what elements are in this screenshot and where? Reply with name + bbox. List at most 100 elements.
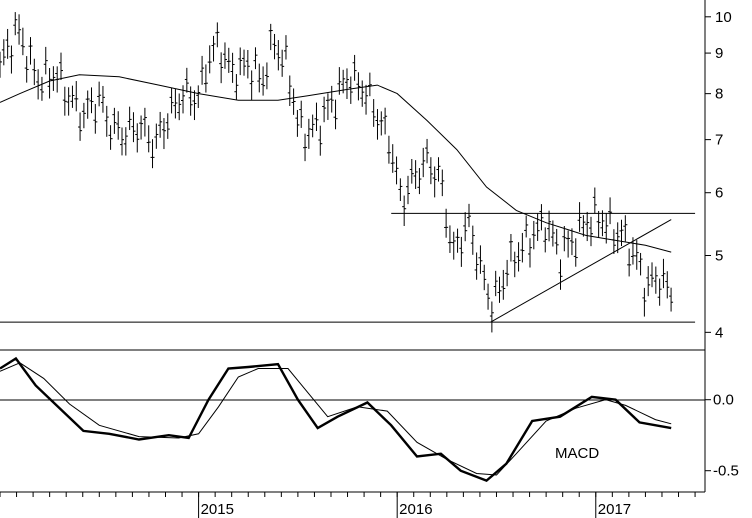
ohlc-bar bbox=[39, 76, 44, 101]
ohlc-bar bbox=[463, 212, 468, 242]
ohlc-bar bbox=[280, 49, 285, 77]
ohlc-bar bbox=[409, 158, 414, 184]
ohlc-bar bbox=[577, 202, 582, 232]
ohlc-bar bbox=[222, 42, 227, 69]
ohlc-bar bbox=[17, 14, 22, 45]
ohlc-bar bbox=[188, 86, 193, 116]
ohlc-bar bbox=[184, 67, 189, 93]
ohlc-bar bbox=[375, 109, 380, 140]
ohlc-bar bbox=[139, 115, 144, 140]
price-y-tick-label: 5 bbox=[715, 247, 723, 264]
ohlc-bar bbox=[192, 90, 197, 121]
ohlc-bar bbox=[615, 222, 620, 254]
ohlc-bar bbox=[371, 99, 376, 127]
ohlc-bar bbox=[5, 28, 10, 59]
ohlc-bar bbox=[257, 63, 262, 93]
ohlc-bar bbox=[81, 102, 86, 129]
rising-trendline bbox=[490, 219, 672, 323]
ohlc-bar bbox=[66, 87, 71, 116]
ohlc-bar bbox=[261, 66, 266, 96]
ohlc-bar bbox=[474, 252, 479, 280]
ohlc-bar bbox=[295, 109, 300, 137]
ohlc-bar bbox=[32, 58, 37, 86]
ohlc-bar bbox=[59, 52, 64, 80]
macd-line bbox=[0, 356, 672, 482]
ohlc-bar bbox=[20, 27, 25, 56]
ohlc-bar bbox=[455, 228, 460, 253]
ohlc-bar bbox=[272, 33, 277, 60]
ohlc-bar bbox=[306, 118, 311, 149]
ohlc-bar bbox=[600, 210, 605, 237]
ohlc-bar bbox=[142, 107, 147, 137]
ohlc-bar bbox=[1, 39, 6, 66]
x-year-label: 2017 bbox=[598, 501, 631, 518]
ohlc-bar bbox=[634, 240, 639, 270]
price-y-tick-label: 6 bbox=[715, 185, 723, 202]
price-y-tick-label: 9 bbox=[715, 45, 723, 62]
ohlc-bar bbox=[535, 213, 540, 241]
ohlc-bar bbox=[62, 86, 67, 116]
ohlc-bar bbox=[516, 242, 521, 272]
ohlc-bar bbox=[413, 160, 418, 189]
ohlc-bar bbox=[165, 113, 170, 139]
x-year-label: 2016 bbox=[399, 501, 432, 518]
ohlc-bar bbox=[154, 123, 159, 149]
ohlc-bar bbox=[596, 210, 601, 238]
ohlc-bar bbox=[547, 210, 552, 242]
ohlc-bar bbox=[543, 227, 548, 253]
ohlc-bar bbox=[573, 238, 578, 267]
ohlc-bar bbox=[554, 228, 559, 255]
ohlc-bar bbox=[402, 195, 407, 226]
ohlc-bar bbox=[203, 64, 208, 93]
ohlc-bar bbox=[669, 287, 674, 312]
ohlc-bar bbox=[447, 225, 452, 253]
ohlc-bar bbox=[581, 215, 586, 237]
ohlc-bar bbox=[524, 215, 529, 238]
ohlc-bar bbox=[200, 55, 205, 85]
ohlc-bar bbox=[112, 107, 117, 134]
ohlc-bar bbox=[657, 278, 662, 306]
ohlc-bar bbox=[436, 157, 441, 182]
ohlc-bar bbox=[325, 93, 330, 120]
ohlc-bar bbox=[85, 90, 90, 119]
price-y-tick-label: 10 bbox=[715, 9, 732, 26]
ohlc-bar bbox=[253, 47, 258, 70]
ohlc-bar bbox=[360, 80, 365, 107]
ohlc-bar bbox=[569, 228, 574, 256]
ohlc-bar bbox=[531, 220, 536, 250]
ohlc-bar bbox=[440, 169, 445, 197]
ohlc-bar bbox=[158, 111, 163, 138]
ohlc-bar bbox=[539, 204, 544, 231]
ohlc-bar bbox=[367, 72, 372, 97]
ohlc-bar bbox=[173, 89, 178, 119]
ohlc-bar bbox=[43, 46, 48, 75]
ohlc-bar bbox=[528, 238, 533, 268]
macd-signal-line bbox=[0, 362, 672, 476]
ohlc-bar bbox=[108, 125, 113, 150]
ohlc-bar bbox=[131, 112, 136, 143]
ohlc-bar bbox=[120, 127, 125, 156]
ohlc-bar bbox=[264, 62, 269, 90]
ohlc-bar bbox=[398, 178, 403, 202]
ohlc-bar bbox=[417, 168, 422, 195]
ohlc-bar bbox=[466, 203, 471, 228]
ohlc-bar bbox=[337, 67, 342, 95]
ohlc-bar bbox=[386, 135, 391, 164]
ohlc-bar bbox=[283, 35, 288, 60]
ohlc-bar bbox=[268, 23, 273, 51]
macd-annotation: MACD bbox=[555, 445, 599, 462]
ohlc-bar bbox=[146, 125, 151, 153]
ohlc-bar bbox=[505, 259, 510, 287]
ohlc-bar bbox=[356, 72, 361, 101]
ohlc-bar bbox=[432, 166, 437, 198]
ohlc-bar bbox=[291, 88, 296, 115]
ohlc-bar bbox=[150, 139, 155, 169]
ohlc-bar bbox=[242, 49, 247, 76]
ohlc-bar bbox=[47, 67, 52, 99]
price-y-axis: 10 9 8 7 6 5 4 bbox=[705, 9, 732, 341]
ohlc-bar bbox=[318, 125, 323, 156]
ohlc-bar bbox=[486, 283, 491, 310]
ohlc-bar bbox=[608, 197, 613, 225]
ohlc-bar bbox=[215, 22, 220, 48]
